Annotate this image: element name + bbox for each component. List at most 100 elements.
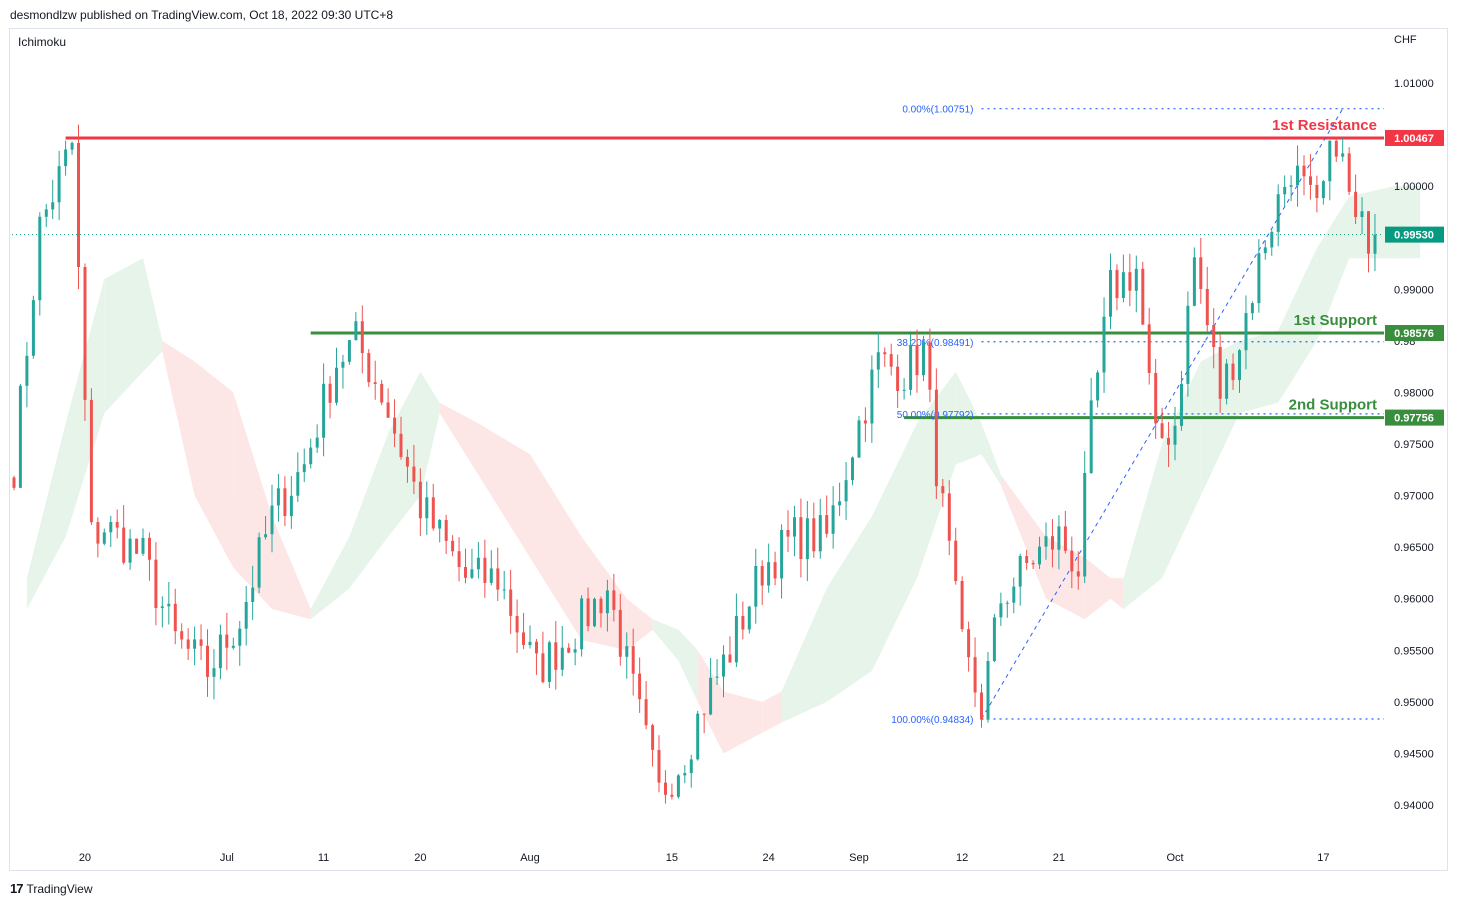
candle (618, 594, 622, 666)
candle (1238, 349, 1241, 393)
candle-body (1238, 350, 1241, 381)
time-tick-label: Jul (220, 852, 234, 864)
indicator-label[interactable]: Ichimoku (18, 35, 67, 49)
candle (773, 551, 777, 586)
candle-body (451, 540, 455, 552)
cloud-segment (581, 536, 627, 651)
candle (1192, 247, 1196, 307)
price-tags: 1.00467 0.98576 0.97756 0.99530 (1385, 129, 1444, 426)
candle (863, 407, 867, 442)
candle (831, 486, 835, 549)
candle-body (870, 369, 874, 424)
candle (83, 263, 87, 421)
candle-body (535, 641, 538, 654)
candle (902, 378, 906, 400)
cloud-segment (826, 516, 872, 702)
candle-body (77, 142, 80, 267)
candle-body (1089, 400, 1093, 473)
candle-body (464, 567, 467, 578)
candle (676, 773, 680, 799)
candle (1276, 184, 1280, 247)
candle-body (244, 602, 248, 629)
candle-body (722, 654, 725, 677)
candle (722, 645, 725, 698)
candle-body (586, 598, 590, 627)
candle-body (831, 505, 835, 534)
candle (1367, 211, 1370, 273)
candle (1154, 359, 1158, 439)
cloud-segment (1394, 186, 1421, 259)
candle (225, 612, 229, 670)
candle (425, 481, 429, 535)
candle (206, 629, 209, 697)
candle (1315, 175, 1319, 213)
candle (180, 623, 184, 649)
candle (1212, 308, 1216, 369)
price-tick-label: 0.95000 (1394, 697, 1434, 709)
candle (844, 462, 848, 521)
candle (489, 550, 493, 586)
candle (283, 476, 287, 527)
candle (870, 355, 874, 443)
candle (715, 659, 719, 685)
candle-body (1205, 289, 1209, 326)
candle-body (651, 725, 655, 750)
candle (1018, 553, 1022, 606)
candle (167, 582, 171, 625)
candle-body (444, 520, 448, 541)
footer-brand-label: TradingView (26, 881, 93, 896)
candle-body (418, 481, 422, 519)
candle (1121, 254, 1125, 303)
candle-body (1244, 313, 1248, 351)
candle (638, 657, 642, 713)
candle-body (1012, 586, 1016, 603)
candle (12, 475, 16, 491)
candle-body (799, 517, 803, 559)
candle (793, 505, 796, 557)
candle (1160, 407, 1164, 439)
candle-body (883, 352, 887, 355)
candle-body (509, 589, 513, 616)
candle (270, 484, 274, 553)
candle (122, 505, 126, 565)
time-axis[interactable]: 20 Jul 11 20 Aug 15 24 Sep 12 21 Oct 17 (79, 852, 1330, 864)
candle-body (644, 699, 648, 726)
candle-body (296, 472, 300, 496)
candle (1341, 138, 1345, 162)
candle (1283, 175, 1287, 207)
candle-body (1360, 211, 1364, 217)
candle (586, 587, 590, 632)
cloud-segment (1162, 361, 1201, 579)
price-tick-label: 0.97500 (1394, 439, 1434, 451)
candle (825, 495, 829, 538)
candle (954, 527, 958, 585)
cloud-segment (1278, 248, 1317, 403)
candle (741, 601, 745, 640)
candle (148, 532, 151, 581)
footer-brand[interactable]: 17 TradingView (10, 881, 93, 896)
candle (1147, 307, 1151, 385)
candle (747, 605, 751, 634)
candle-body (483, 557, 487, 583)
candle-body (173, 603, 177, 632)
candle-body (554, 642, 558, 670)
candle-body (380, 383, 384, 403)
candle-body (193, 639, 197, 649)
candle-body (238, 628, 242, 646)
candlesticks (12, 124, 1377, 804)
candle (857, 415, 861, 458)
candle-body (335, 367, 338, 403)
publisher-header: desmondlzw published on TradingView.com,… (10, 8, 394, 22)
candle (102, 528, 106, 546)
cloud-segment (194, 361, 234, 568)
candle-body (818, 515, 822, 552)
last-price-tag: 0.99530 (1394, 230, 1434, 242)
price-axis[interactable]: 1.01000 1.00000 0.99000 0.98000 0.97500 0.970… (1394, 78, 1434, 812)
candle (934, 368, 938, 499)
candle (1321, 180, 1325, 205)
candle (909, 334, 913, 396)
candle (1244, 295, 1248, 370)
candle-body (1367, 211, 1370, 254)
candle (799, 498, 803, 578)
